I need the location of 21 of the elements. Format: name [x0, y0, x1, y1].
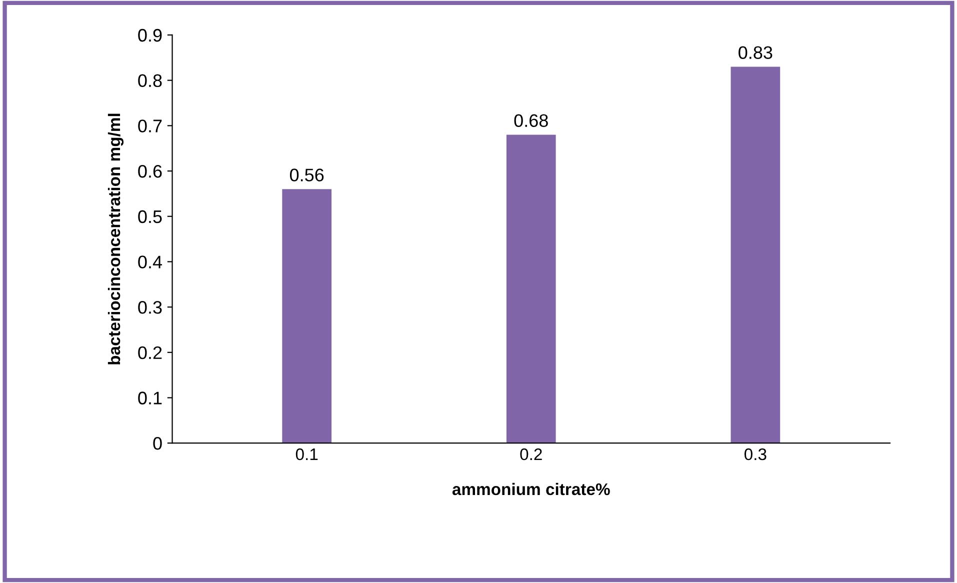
y-tick-label: 0.1 [138, 392, 162, 404]
y-tick-label: 0.5 [138, 210, 162, 224]
y-tick-label: 0.9 [138, 28, 162, 42]
y-tick-label: 0.8 [138, 74, 162, 88]
data-label: 0.68 [514, 114, 548, 127]
y-tick-label: 0.2 [138, 346, 162, 360]
x-axis-title: ammonium citrate% [452, 482, 610, 496]
x-tick-label: 0.3 [744, 448, 766, 460]
x-tick-label: 0.2 [520, 448, 542, 460]
x-tick-label: 0.1 [296, 448, 318, 460]
data-label: 0.83 [738, 46, 772, 59]
bar [506, 134, 556, 444]
y-tick-label: 0.3 [138, 300, 162, 314]
bar [730, 66, 780, 444]
bar [282, 189, 332, 444]
data-label: 0.56 [290, 168, 324, 182]
y-tick-label: 0 [153, 437, 162, 450]
y-tick-label: 0.4 [138, 256, 162, 268]
y-tick-label: 0.7 [138, 120, 162, 132]
y-tick-label: 0.6 [138, 164, 162, 178]
y-axis-title: bacteriocinconcentration mg/ml [108, 114, 124, 364]
